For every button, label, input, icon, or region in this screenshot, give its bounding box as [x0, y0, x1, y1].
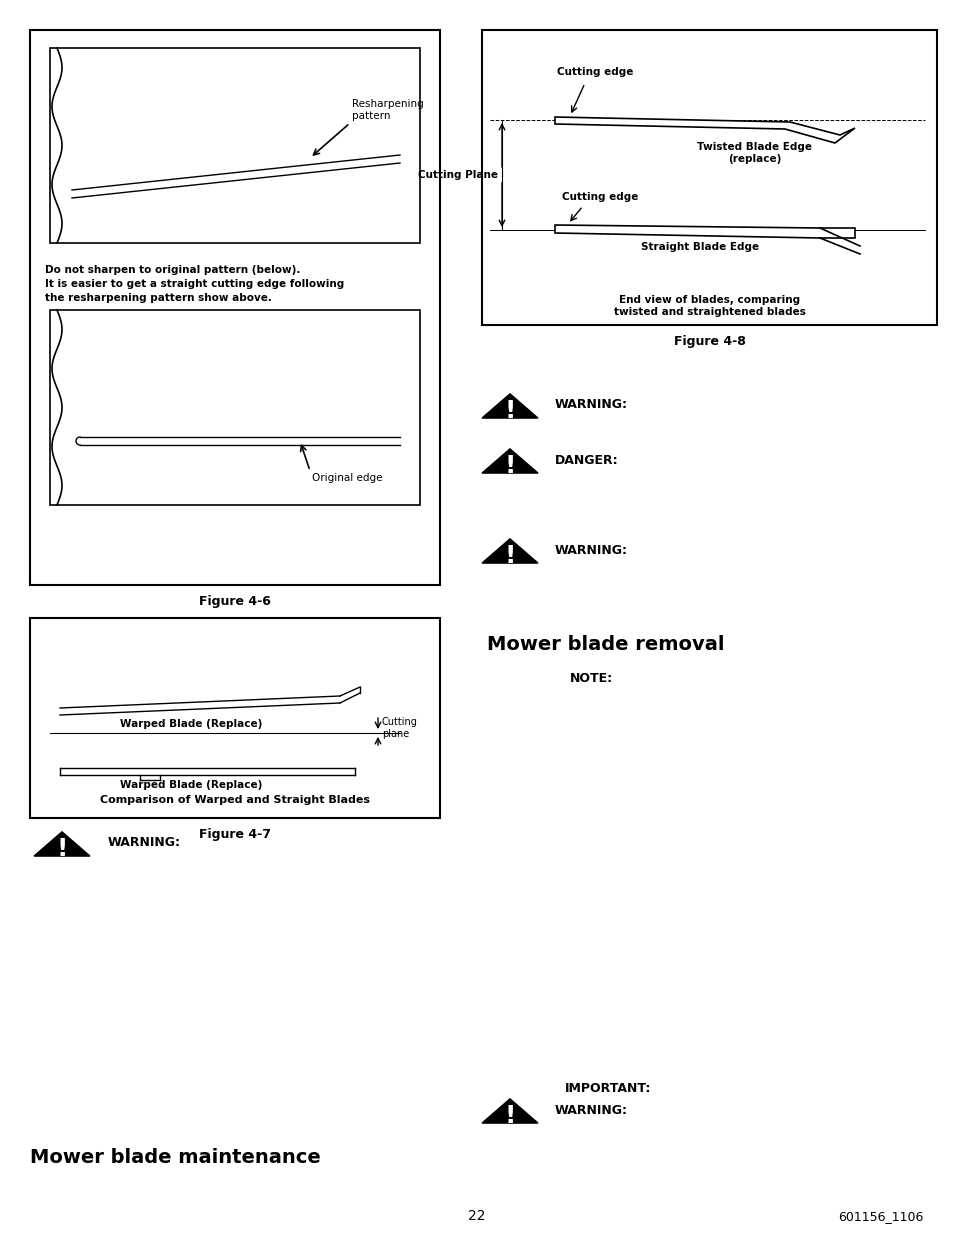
- Text: Mower blade maintenance: Mower blade maintenance: [30, 1149, 320, 1167]
- Polygon shape: [555, 117, 854, 143]
- Text: 601156_1106: 601156_1106: [838, 1210, 923, 1223]
- Polygon shape: [481, 394, 537, 419]
- Text: Warped Blade (Replace): Warped Blade (Replace): [120, 781, 262, 790]
- Text: !: !: [504, 399, 516, 424]
- Text: the resharpening pattern show above.: the resharpening pattern show above.: [45, 293, 272, 303]
- Text: Cutting
plane: Cutting plane: [381, 718, 417, 739]
- Polygon shape: [34, 832, 90, 856]
- Text: Resharpening
pattern: Resharpening pattern: [352, 99, 423, 121]
- Text: Straight Blade Edge: Straight Blade Edge: [640, 242, 759, 252]
- Text: Warped Blade (Replace): Warped Blade (Replace): [120, 719, 262, 729]
- Polygon shape: [481, 538, 537, 563]
- Text: !: !: [504, 545, 516, 568]
- Polygon shape: [481, 448, 537, 473]
- Text: WARNING:: WARNING:: [555, 1104, 627, 1116]
- Polygon shape: [481, 1099, 537, 1123]
- FancyBboxPatch shape: [50, 48, 419, 243]
- Text: !: !: [56, 837, 68, 861]
- Text: WARNING:: WARNING:: [108, 836, 181, 850]
- FancyBboxPatch shape: [50, 310, 419, 505]
- Text: WARNING:: WARNING:: [555, 543, 627, 557]
- Text: !: !: [504, 1104, 516, 1129]
- Text: Figure 4-7: Figure 4-7: [199, 827, 271, 841]
- Text: NOTE:: NOTE:: [569, 672, 613, 685]
- Text: 22: 22: [468, 1209, 485, 1223]
- Text: Cutting edge: Cutting edge: [557, 67, 633, 77]
- Text: Mower blade removal: Mower blade removal: [486, 635, 723, 655]
- FancyBboxPatch shape: [30, 618, 439, 818]
- Text: It is easier to get a straight cutting edge following: It is easier to get a straight cutting e…: [45, 279, 344, 289]
- Text: Comparison of Warped and Straight Blades: Comparison of Warped and Straight Blades: [100, 795, 370, 805]
- Text: Figure 4-8: Figure 4-8: [673, 335, 744, 348]
- Text: Cutting edge: Cutting edge: [561, 191, 638, 203]
- FancyBboxPatch shape: [481, 30, 936, 325]
- Text: Do not sharpen to original pattern (below).: Do not sharpen to original pattern (belo…: [45, 266, 300, 275]
- FancyBboxPatch shape: [30, 30, 439, 585]
- Text: Cutting Plane: Cutting Plane: [417, 170, 497, 180]
- Text: End view of blades, comparing
twisted and straightened blades: End view of blades, comparing twisted an…: [613, 295, 804, 316]
- Text: Twisted Blade Edge
(replace): Twisted Blade Edge (replace): [697, 142, 812, 164]
- Text: DANGER:: DANGER:: [555, 453, 618, 467]
- Polygon shape: [555, 225, 854, 238]
- Text: WARNING:: WARNING:: [555, 399, 627, 411]
- Text: !: !: [504, 454, 516, 478]
- Text: IMPORTANT:: IMPORTANT:: [564, 1082, 651, 1095]
- Text: Original edge: Original edge: [312, 473, 382, 483]
- Text: Figure 4-6: Figure 4-6: [199, 595, 271, 608]
